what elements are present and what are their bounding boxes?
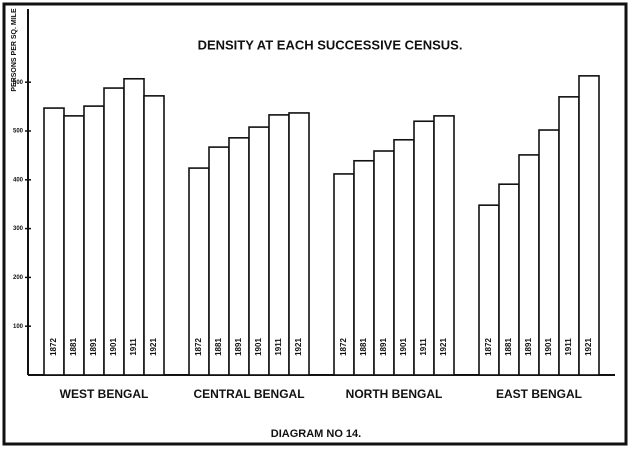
bar (268, 114, 290, 376)
bar (83, 105, 105, 376)
bar (143, 95, 165, 376)
bar-year-label: 1881 (504, 338, 513, 356)
bar-year-label: 1901 (109, 338, 118, 356)
bar-year-label: 1872 (194, 338, 203, 356)
bar-year-label: 1891 (89, 338, 98, 356)
bar-year-label: 1881 (69, 338, 78, 356)
y-axis-label: PERSONS PER SQ. MILE (11, 8, 18, 92)
y-tick-label: 100 (13, 324, 24, 330)
y-tick-label: 500 (13, 129, 24, 135)
frame (2, 2, 628, 446)
bar (558, 96, 580, 376)
y-tick-label: 600 (13, 80, 24, 86)
bar-year-label: 1881 (214, 338, 223, 356)
chart-title: DENSITY AT EACH SUCCESSIVE CENSUS. (198, 37, 463, 52)
bar-year-label: 1901 (254, 338, 263, 356)
x-tick-label: NORTH BENGAL (346, 387, 443, 401)
bar (433, 115, 455, 376)
bar-year-label: 1891 (234, 338, 243, 356)
bar-year-label: 1911 (129, 338, 138, 356)
bar (578, 75, 600, 376)
bar (248, 126, 270, 376)
bar (43, 107, 65, 376)
bar-year-label: 1921 (149, 338, 158, 356)
bar (413, 120, 435, 376)
y-tick-label: 200 (13, 275, 24, 281)
bar-year-label: 1921 (439, 338, 448, 356)
x-tick-label: EAST BENGAL (496, 387, 582, 401)
bar-year-label: 1901 (544, 338, 553, 356)
bar (103, 87, 125, 376)
x-tick-label: CENTRAL BENGAL (193, 387, 304, 401)
bar-year-label: 1921 (294, 338, 303, 356)
bar-year-label: 1891 (379, 338, 388, 356)
bar-year-label: 1921 (584, 338, 593, 356)
bar-year-label: 1872 (49, 338, 58, 356)
bar-year-label: 1911 (274, 338, 283, 356)
bar-year-label: 1872 (339, 338, 348, 356)
bar-year-label: 1901 (399, 338, 408, 356)
bar-year-label: 1911 (419, 338, 428, 356)
y-tick-label: 300 (13, 226, 24, 232)
bar-year-label: 1872 (484, 338, 493, 356)
y-tick-label: 400 (13, 177, 24, 183)
bar (63, 115, 85, 376)
bar (123, 77, 145, 376)
bar (288, 112, 310, 376)
bar-year-label: 1911 (564, 338, 573, 356)
bar-year-label: 1881 (359, 338, 368, 356)
x-tick-label: WEST BENGAL (60, 387, 149, 401)
bar-year-label: 1891 (524, 338, 533, 356)
footer: DIAGRAM NO 14. (271, 428, 361, 440)
